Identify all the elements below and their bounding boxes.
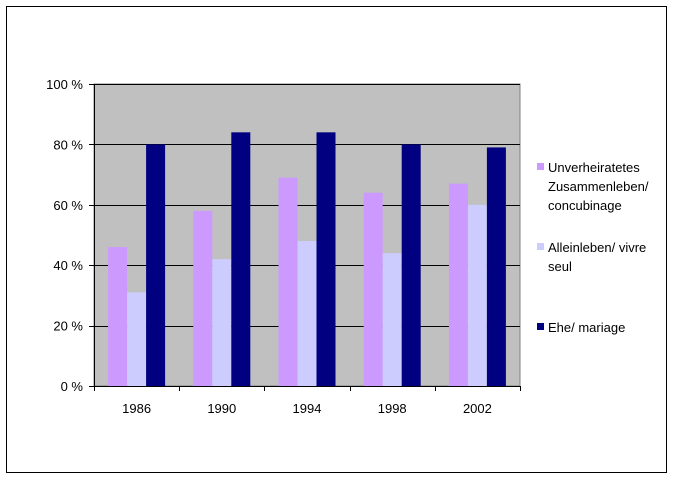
x-tick-label: 1986: [122, 401, 151, 416]
legend-label-line: concubinage: [548, 198, 622, 213]
y-tick-label: 100 %: [46, 77, 83, 92]
legend-label-line: seul: [548, 259, 572, 274]
legend-label: Alleinleben/ vivre seul: [548, 240, 646, 274]
axes: 0 % 20 % 40 % 60 % 80 % 100 % 1986 1990 1994 1998…: [46, 77, 521, 416]
x-tick-label: 1990: [207, 401, 236, 416]
y-tick-label: 20 %: [53, 319, 83, 334]
bar-1986-series-1: [108, 247, 128, 386]
legend-label: Unverheiratetes Zusammenleben/concubinage: [548, 160, 649, 213]
legend-swatch: [537, 243, 544, 250]
legend-label-line: Ehe/ mariage: [548, 320, 625, 335]
legend-label-line: Unverheiratetes: [548, 160, 640, 175]
bar-1994-series-1: [278, 177, 298, 386]
legend-label: Ehe/ mariage: [548, 320, 625, 335]
legend-swatch: [537, 163, 544, 170]
bar-2002-series-3: [486, 147, 506, 386]
bar-1994-series-2: [297, 241, 317, 386]
bars: [108, 132, 506, 386]
bar-1990-series-2: [212, 259, 232, 386]
bar-1986-series-3: [146, 144, 166, 386]
bar-1994-series-3: [316, 132, 336, 386]
y-tick-label: 40 %: [53, 258, 83, 273]
y-tick-label: 80 %: [53, 137, 83, 152]
y-tick-label: 60 %: [53, 198, 83, 213]
bar-1998-series-3: [401, 144, 421, 386]
bar-1998-series-1: [363, 192, 383, 386]
x-tick-label: 1994: [293, 401, 322, 416]
bar-2002-series-2: [467, 204, 487, 386]
legend: Unverheiratetes Zusammenleben/concubinage…: [537, 160, 649, 335]
bar-1990-series-3: [231, 132, 251, 386]
bar-2002-series-1: [448, 183, 468, 386]
legend-label-line: Zusammenleben/: [548, 179, 649, 194]
bar-1990-series-1: [193, 210, 213, 386]
legend-label-line: Alleinleben/ vivre: [548, 240, 646, 255]
legend-swatch: [537, 323, 544, 330]
y-tick-label: 0 %: [61, 379, 84, 394]
x-tick-label: 1998: [378, 401, 407, 416]
x-tick-label: 2002: [463, 401, 492, 416]
bar-1986-series-2: [127, 292, 147, 386]
bar-1998-series-2: [382, 253, 402, 386]
